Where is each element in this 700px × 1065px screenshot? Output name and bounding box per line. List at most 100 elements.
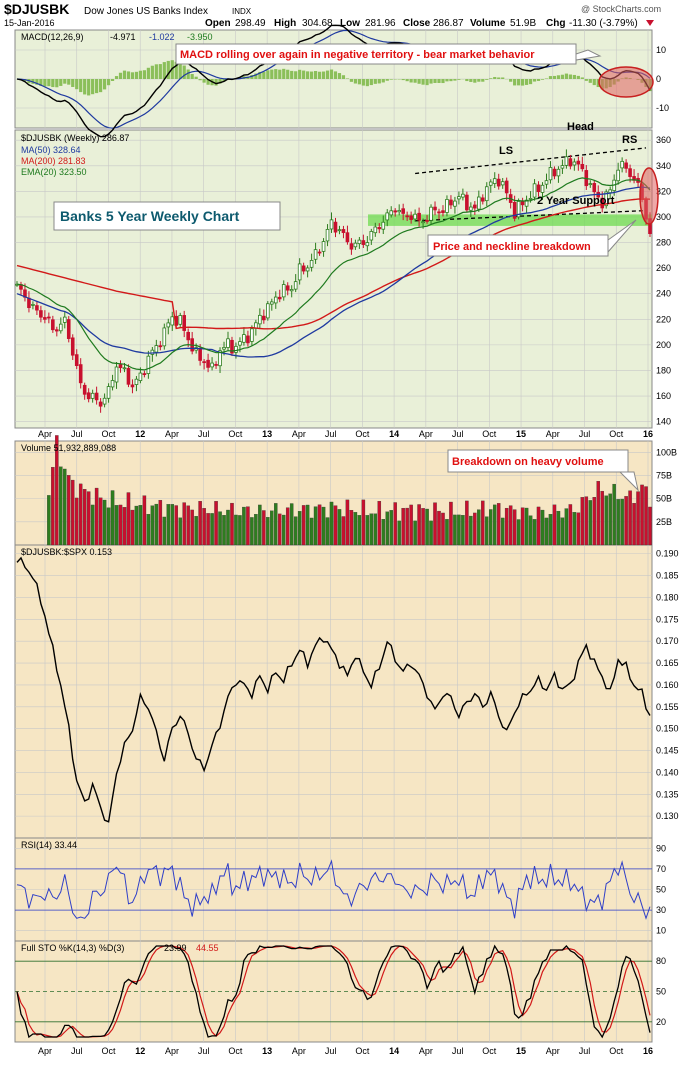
candle-body xyxy=(430,207,433,220)
volume-bar xyxy=(87,492,90,545)
x-tick-label-bottom: Apr xyxy=(419,1046,433,1056)
ma50-label: MA(50) 328.64 xyxy=(21,145,81,155)
volume-bar xyxy=(509,506,512,545)
rsi-legend: RSI(14) 33.44 xyxy=(21,840,77,850)
volume-bar xyxy=(425,509,428,545)
candle-body xyxy=(330,220,333,229)
volume-bar xyxy=(322,507,325,545)
macd-histogram-bar xyxy=(545,78,548,79)
x-tick-label-top: Oct xyxy=(101,429,116,439)
ratio-tick-label: 0.145 xyxy=(656,746,679,756)
macd-histogram-bar xyxy=(123,71,126,79)
low-value: 281.96 xyxy=(365,18,396,29)
x-tick-label-bottom: Apr xyxy=(38,1046,52,1056)
volume-bar xyxy=(406,508,409,545)
volume-bar xyxy=(326,518,329,545)
macd-histogram-bar xyxy=(589,79,592,83)
volume-bar xyxy=(274,503,277,545)
ratio-tick-label: 0.170 xyxy=(656,636,679,646)
volume-bar xyxy=(354,512,357,545)
candle-body xyxy=(239,342,242,346)
candle-body xyxy=(227,339,230,348)
volume-bar xyxy=(338,509,341,545)
volume-bar xyxy=(179,518,182,545)
volume-bar xyxy=(159,500,162,545)
price-tick-label: 360 xyxy=(656,135,671,145)
price-tick-label: 220 xyxy=(656,314,671,324)
volume-bar xyxy=(119,505,122,545)
candle-body xyxy=(111,380,114,386)
macd-histogram-bar xyxy=(334,71,337,79)
macd-histogram-bar xyxy=(453,79,456,81)
macd-histogram-bar xyxy=(195,77,198,79)
macd-highlight-ellipse xyxy=(599,67,653,97)
volume-bar xyxy=(457,515,460,545)
candle-body xyxy=(187,332,190,339)
volume-bar xyxy=(521,508,524,545)
volume-bar xyxy=(195,516,198,545)
volume-bar xyxy=(601,491,604,545)
macd-histogram-bar xyxy=(43,79,46,86)
volume-bar xyxy=(330,502,333,545)
candle-body xyxy=(270,302,273,304)
candle-body xyxy=(394,211,397,212)
macd-histogram-bar xyxy=(147,68,150,79)
candle-body xyxy=(469,207,472,210)
macd-histogram-bar xyxy=(119,73,122,79)
volume-bar xyxy=(75,498,78,545)
volume-bar xyxy=(497,503,500,545)
volume-bar xyxy=(485,517,488,545)
ls-label: LS xyxy=(499,145,513,157)
candle-body xyxy=(39,311,42,318)
macd-histogram-bar xyxy=(111,79,114,81)
ratio-tick-label: 0.190 xyxy=(656,549,679,559)
volume-bar xyxy=(609,494,612,545)
macd-histogram-bar xyxy=(525,79,528,85)
candle-body xyxy=(326,229,329,241)
x-tick-label-bottom: 14 xyxy=(389,1046,399,1056)
candle-body xyxy=(215,364,218,365)
macd-histogram-bar xyxy=(417,79,420,84)
price-tick-label: 340 xyxy=(656,161,671,171)
volume-bar xyxy=(230,503,233,545)
volume-bar xyxy=(171,504,174,545)
price-tick-label: 300 xyxy=(656,212,671,222)
macd-histogram-bar xyxy=(449,79,452,81)
x-tick-label-top: Jul xyxy=(71,429,83,439)
price-tick-label: 140 xyxy=(656,417,671,427)
candle-body xyxy=(481,198,484,201)
macd-histogram-bar xyxy=(569,75,572,79)
candle-body xyxy=(382,222,385,229)
candle-body xyxy=(493,179,496,184)
chart-title: Banks 5 Year Weekly Chart xyxy=(60,208,240,224)
macd-histogram-bar xyxy=(362,79,365,86)
candle-body xyxy=(95,393,98,400)
macd-histogram-bar xyxy=(87,79,90,95)
volume-bar xyxy=(628,491,631,545)
volume-bar xyxy=(298,511,301,545)
macd-histogram-bar xyxy=(565,74,568,79)
ratio-tick-label: 0.150 xyxy=(656,724,679,734)
volume-bar xyxy=(525,508,528,545)
macd-histogram-bar xyxy=(390,79,393,80)
macd-histogram-bar xyxy=(513,79,516,85)
support-label: 2 Year Support xyxy=(537,195,615,207)
ema20-label: EMA(20) 323.50 xyxy=(21,167,87,177)
macd-histogram-bar xyxy=(151,66,154,79)
volume-bar xyxy=(414,521,417,545)
volume-bar xyxy=(589,500,592,545)
open-label: Open xyxy=(205,18,231,29)
candle-body xyxy=(533,184,536,197)
macd-histogram-bar xyxy=(429,79,432,84)
volume-bar xyxy=(561,518,564,545)
x-tick-label-top: Apr xyxy=(292,429,306,439)
ratio-tick-label: 0.155 xyxy=(656,702,679,712)
volume-bar xyxy=(513,510,516,545)
volume-bar xyxy=(390,510,393,545)
volume-bar xyxy=(581,497,584,545)
volume-bar xyxy=(234,515,237,545)
candle-body xyxy=(402,209,405,214)
volume-bar xyxy=(310,518,313,545)
candle-body xyxy=(625,163,628,168)
candle-body xyxy=(115,367,118,382)
